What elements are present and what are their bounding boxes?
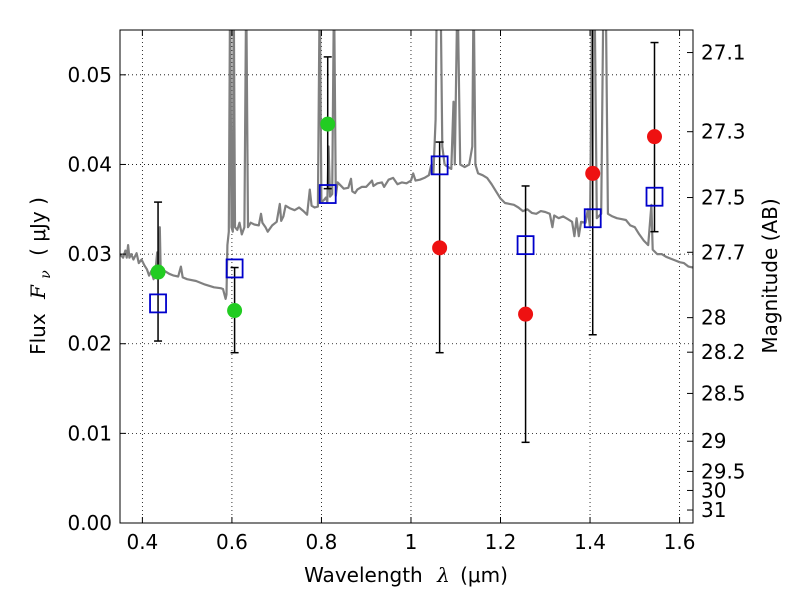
y-axis-title-text: Flux bbox=[26, 313, 50, 355]
x-tick-label: 1.4 bbox=[574, 530, 606, 554]
axis-ticks: 0.4 0.6 0.8 1 1.2 1.4 1.6 0.00 0.01 0.02 0.03 0.04 0… bbox=[67, 30, 746, 554]
y2-tick-label: 27.5 bbox=[701, 186, 746, 210]
y2-tick-label: 27.7 bbox=[701, 240, 746, 264]
plot-frame bbox=[119, 29, 694, 524]
model-box-marker bbox=[318, 184, 337, 204]
observed-point-red bbox=[518, 306, 534, 322]
y2-axis-title: Magnitude (AB) bbox=[758, 198, 782, 353]
y2-tick-label: 28 bbox=[701, 306, 726, 330]
y2-tick-label: 31 bbox=[701, 498, 726, 522]
y2-tick-label: 27.3 bbox=[701, 120, 746, 144]
y2-tick-label: 30 bbox=[701, 478, 726, 502]
x-axis-title-text: Wavelength bbox=[304, 563, 423, 587]
y2-tick-label: 29.5 bbox=[701, 459, 746, 483]
observed-point-red bbox=[432, 240, 448, 256]
model-box-marker bbox=[225, 258, 244, 279]
model-box-marker bbox=[516, 235, 535, 256]
x-axis-unit: (μm) bbox=[460, 563, 508, 587]
model-box-marker bbox=[645, 186, 664, 207]
model-box-marker bbox=[430, 155, 449, 176]
observed-point-green bbox=[320, 116, 336, 132]
y-tick-label: 0.05 bbox=[67, 63, 112, 87]
observed-point-red bbox=[585, 165, 601, 181]
y2-tick-label: 28.2 bbox=[701, 340, 746, 364]
model-spectrum-layer bbox=[120, 30, 693, 300]
y-axis-unit: ( μJy ) bbox=[26, 197, 50, 256]
x-tick-label: 0.8 bbox=[306, 530, 338, 554]
y2-tick-label: 27.1 bbox=[701, 41, 746, 65]
x-axis-title: Wavelength λ (μm) bbox=[304, 563, 508, 587]
y2-tick-label: 29 bbox=[701, 429, 726, 453]
observed-point-green bbox=[150, 264, 166, 280]
x-tick-label: 1.6 bbox=[664, 530, 696, 554]
x-tick-label: 0.4 bbox=[126, 530, 158, 554]
x-axis-symbol: λ bbox=[436, 563, 450, 587]
observed-point-red bbox=[647, 129, 663, 145]
y-tick-label: 0.01 bbox=[67, 421, 112, 445]
model-box-marker bbox=[583, 208, 602, 229]
y-tick-label: 0.03 bbox=[67, 242, 112, 266]
y-axis-symbol: F bbox=[26, 284, 50, 300]
y-tick-label: 0.00 bbox=[67, 511, 112, 535]
y-tick-label: 0.02 bbox=[67, 332, 112, 356]
x-tick-label: 1 bbox=[405, 530, 418, 554]
marker-layer bbox=[149, 116, 664, 322]
x-tick-label: 1.2 bbox=[485, 530, 517, 554]
observed-point-green bbox=[227, 303, 243, 319]
y-tick-label: 0.04 bbox=[67, 152, 112, 176]
y2-tick-label: 28.5 bbox=[701, 381, 746, 405]
y-axis-title: Flux F ν ( μJy ) bbox=[26, 197, 55, 355]
y-axis-subscript: ν bbox=[38, 270, 54, 279]
x-tick-label: 0.6 bbox=[216, 530, 248, 554]
model-spectrum-line bbox=[120, 30, 693, 300]
model-box-marker bbox=[149, 293, 167, 314]
